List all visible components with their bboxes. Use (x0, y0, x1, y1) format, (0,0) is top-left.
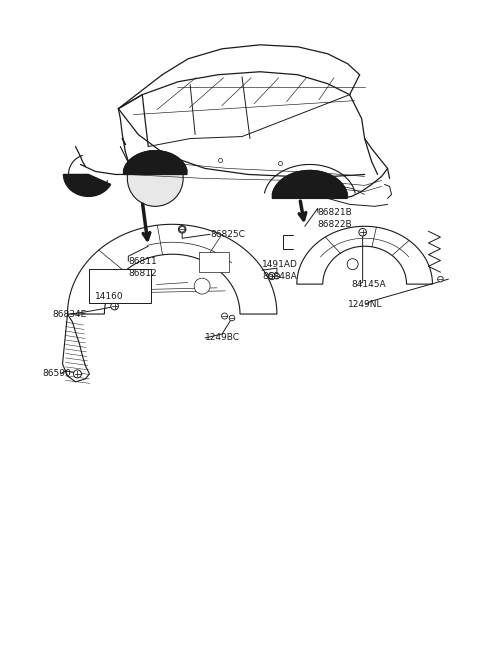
Circle shape (111, 302, 119, 310)
Text: 86825C: 86825C (210, 230, 245, 239)
Polygon shape (62, 314, 89, 382)
Text: 1249NL: 1249NL (348, 300, 382, 308)
Polygon shape (63, 174, 111, 196)
Circle shape (222, 313, 228, 319)
Text: 86812: 86812 (128, 269, 157, 277)
Text: 14160: 14160 (96, 292, 124, 300)
Circle shape (179, 226, 186, 233)
Text: 86834E: 86834E (52, 310, 87, 319)
FancyBboxPatch shape (199, 252, 229, 272)
Circle shape (180, 226, 185, 232)
Circle shape (438, 276, 443, 282)
Circle shape (127, 150, 183, 207)
Text: 84145A: 84145A (352, 279, 386, 289)
Circle shape (347, 258, 358, 270)
Text: 1491AD: 1491AD (262, 260, 298, 269)
Text: 86590: 86590 (43, 369, 72, 379)
Text: 86821B: 86821B (318, 208, 352, 217)
Circle shape (359, 228, 366, 236)
Polygon shape (272, 171, 347, 198)
Polygon shape (297, 226, 432, 284)
Circle shape (194, 278, 210, 294)
Text: 86848A: 86848A (262, 272, 297, 281)
FancyBboxPatch shape (89, 269, 151, 303)
Text: 86822B: 86822B (318, 220, 352, 229)
Polygon shape (123, 151, 187, 174)
Circle shape (274, 274, 280, 279)
Polygon shape (68, 224, 277, 314)
Circle shape (229, 316, 235, 321)
Circle shape (73, 370, 82, 378)
Text: 86811: 86811 (128, 256, 157, 266)
Circle shape (268, 273, 276, 279)
Text: 1249BC: 1249BC (205, 333, 240, 342)
